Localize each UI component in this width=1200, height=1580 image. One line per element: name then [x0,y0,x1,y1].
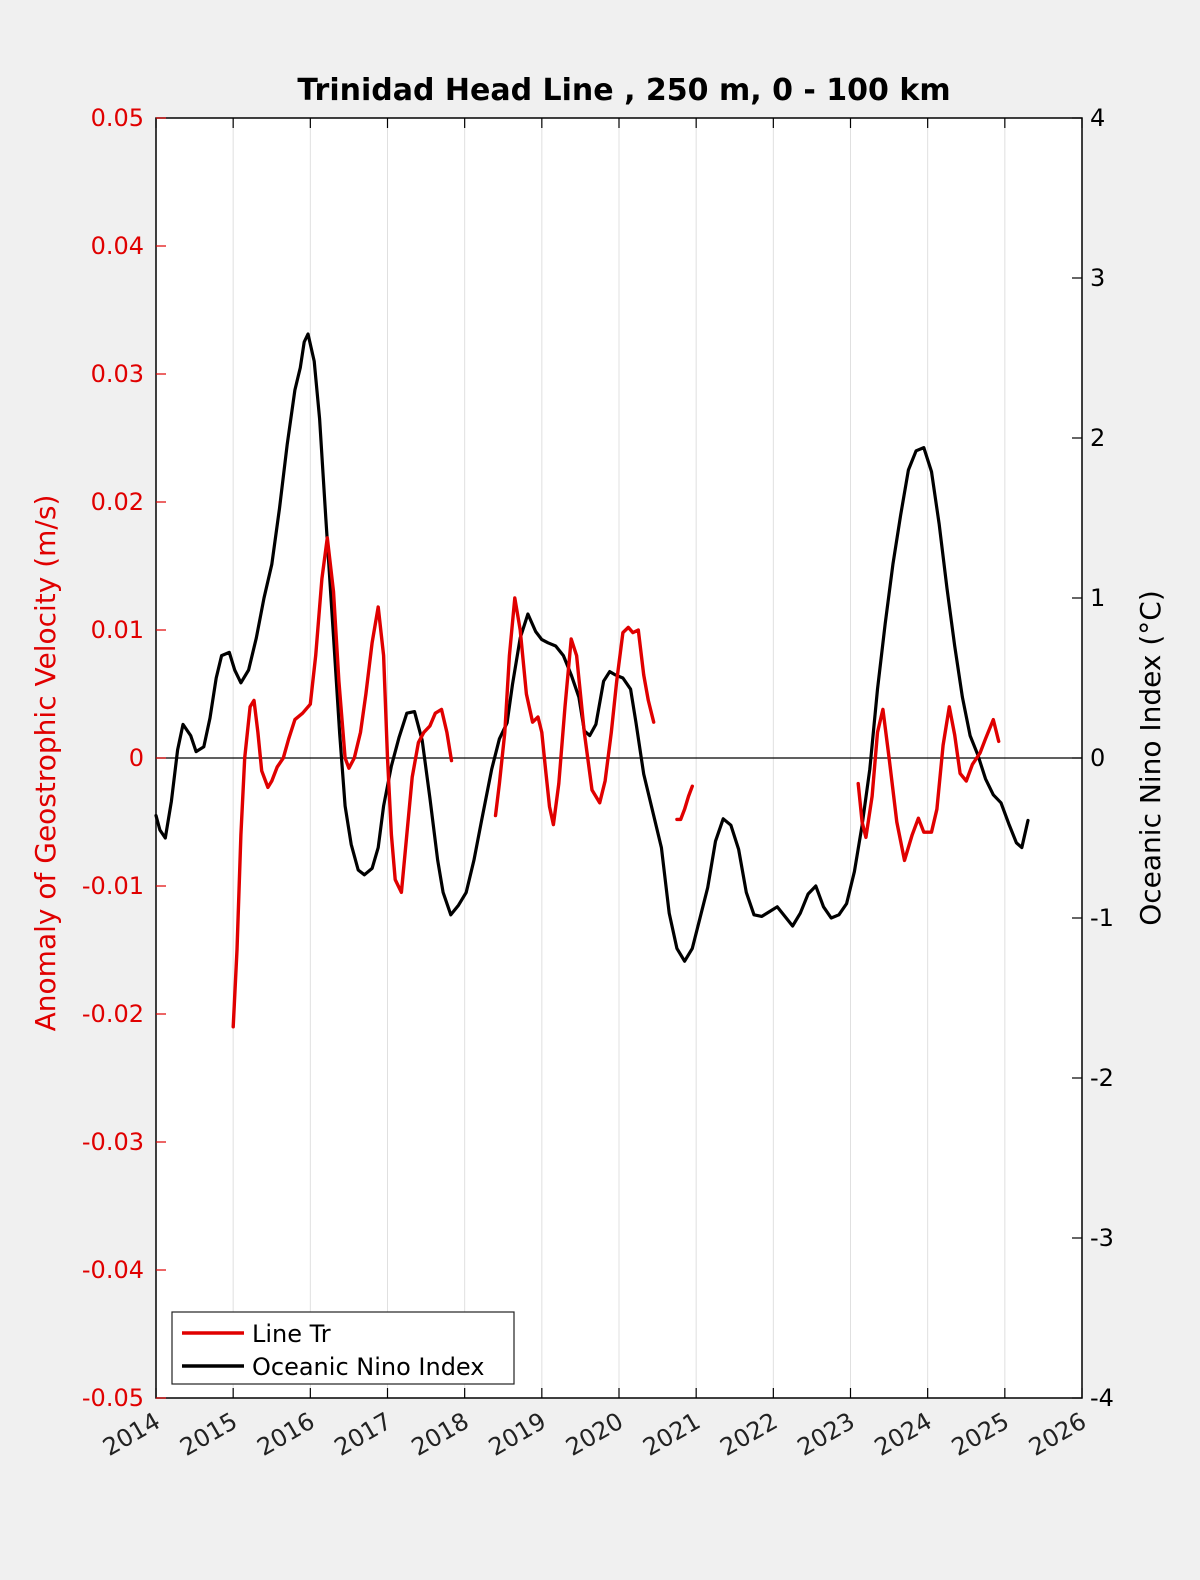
x-tick-label: 2026 [1024,1407,1091,1462]
y-left-tick-label: 0.04 [91,232,144,260]
x-tick-label: 2014 [98,1407,165,1462]
y-left-tick-label: 0.05 [91,104,144,132]
y-right-tick-label: 1 [1090,584,1105,612]
y-right-tick-label: 3 [1090,264,1105,292]
legend: Line Tr Oceanic Nino Index [171,1311,515,1385]
y-left-tick-label: 0.01 [91,616,144,644]
legend-label-line-tr: Line Tr [252,1320,331,1348]
y-left-tick-label: -0.02 [82,1000,144,1028]
x-tick-label: 2018 [407,1407,474,1462]
y-left-tick-label: -0.04 [82,1256,144,1284]
y-right-tick-label: 2 [1090,424,1105,452]
y-right-tick-label: 4 [1090,104,1105,132]
y-right-tick-label: -2 [1090,1064,1114,1092]
x-tick-label: 2024 [870,1407,937,1462]
x-tick-label: 2020 [561,1407,628,1462]
series-layer [154,332,1030,1029]
series-line-tr-segment [231,536,454,1029]
series-line-oni [154,332,1030,963]
y-left-tick-label: -0.03 [82,1128,144,1156]
y-right-tick-label: 0 [1090,744,1105,772]
y-left-tick-label: 0.03 [91,360,144,388]
x-tick-label: 2023 [793,1407,860,1462]
x-tick-label: 2015 [175,1407,242,1462]
x-tick-label: 2019 [484,1407,551,1462]
y-axis-label-left: Anomaly of Geostrophic Velocity (m/s) [29,495,62,1032]
y-left-tick-label: -0.01 [82,872,144,900]
legend-label-oni: Oceanic Nino Index [252,1353,484,1381]
x-tick-label: 2017 [330,1407,397,1462]
y-left-tick-label: 0 [129,744,144,772]
x-tick-label: 2021 [638,1407,705,1462]
y-left-tick-label: 0.02 [91,488,144,516]
y-right-tick-label: -4 [1090,1384,1114,1412]
x-tick-label: 2022 [715,1407,782,1462]
y-right-tick-label: -3 [1090,1224,1114,1252]
chart-title: Trinidad Head Line , 250 m, 0 - 100 km [297,73,950,108]
y-axis-label-right: Oceanic Nino Index (°C) [1134,590,1167,926]
series-line-tr-segment [493,596,656,827]
y-left-tick-label: -0.05 [82,1384,144,1412]
series-line-tr-segment [675,784,694,822]
x-tick-label: 2025 [947,1407,1014,1462]
y-right-tick-label: -1 [1090,904,1114,932]
x-tick-label: 2016 [252,1407,319,1462]
series-line-tr-segment [856,705,1001,863]
legend-box [171,1311,515,1385]
